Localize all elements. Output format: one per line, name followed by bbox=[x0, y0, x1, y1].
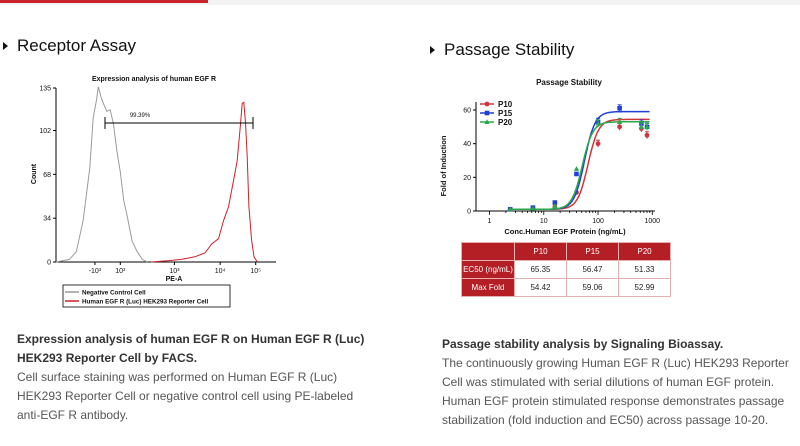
ps-legend-label: P10 bbox=[498, 100, 513, 109]
table-header-cell: P15 bbox=[566, 242, 619, 261]
ps-x-tick-label: 100 bbox=[592, 218, 604, 225]
passage-stats-table: P10 P15 P20 EC50 (ng/mL) 65.35 56.47 51.… bbox=[461, 242, 671, 297]
ps-x-tick-label: 1 bbox=[488, 218, 492, 225]
ps-legend-marker bbox=[484, 101, 490, 107]
ps-point-p20 bbox=[638, 124, 645, 129]
ps-y-tick-label: 0 bbox=[467, 209, 471, 216]
table-cell: 56.47 bbox=[566, 260, 619, 279]
table-header-cell bbox=[461, 242, 515, 261]
facs-y-tick-label: 34 bbox=[43, 216, 51, 223]
ps-legend-marker bbox=[484, 110, 490, 116]
ps-y-label: Fold of Induction bbox=[439, 135, 448, 196]
ps-point-p20 bbox=[552, 203, 558, 208]
table-header-cell: P10 bbox=[514, 242, 567, 261]
ps-point-p10 bbox=[617, 124, 623, 130]
facs-caption: Expression analysis of human EGF R on Hu… bbox=[17, 330, 377, 425]
facs-x-tick-label: 10³ bbox=[169, 268, 180, 275]
facs-caption-body: Cell surface staining was performed on H… bbox=[17, 370, 354, 422]
ps-point-p20 bbox=[530, 205, 536, 211]
facs-x-tick-label: -10³ bbox=[89, 268, 102, 275]
negative-control-curve bbox=[55, 86, 148, 263]
passage-caption: Passage stability analysis by Signaling … bbox=[442, 335, 792, 430]
ps-legend-marker bbox=[484, 119, 490, 124]
ps-point-p10 bbox=[644, 132, 650, 138]
ps-legend-label: P20 bbox=[498, 118, 513, 127]
ps-title: Passage Stability bbox=[536, 78, 602, 87]
row-label: Max Fold bbox=[461, 278, 515, 297]
ps-y-tick-label: 60 bbox=[463, 108, 471, 115]
ps-point-p15 bbox=[617, 106, 622, 111]
facs-x-tick-label: 10³ bbox=[115, 268, 126, 275]
facs-y-tick-label: 102 bbox=[39, 128, 51, 135]
gate-label: 99.39% bbox=[130, 113, 151, 119]
ps-point-p15 bbox=[552, 200, 558, 205]
table-cell: 52.99 bbox=[618, 278, 671, 297]
facs-title: Expression analysis of human EGF R bbox=[92, 76, 216, 83]
reporter-cell-curve bbox=[150, 101, 258, 263]
ps-x-tick-label: 1000 bbox=[644, 218, 660, 225]
ps-legend-label: P15 bbox=[498, 109, 513, 118]
top-bar bbox=[0, 0, 800, 5]
ps-point-p20 bbox=[573, 166, 580, 171]
ps-y-tick-label: 20 bbox=[463, 175, 471, 182]
facs-x-tick-label: 10⁵ bbox=[250, 268, 261, 275]
table-cell: 65.35 bbox=[514, 260, 567, 279]
table-header-cell: P20 bbox=[618, 242, 671, 261]
ps-x-tick-label: 10 bbox=[540, 218, 548, 225]
table-row: Max Fold 54.42 59.06 52.99 bbox=[461, 278, 671, 297]
receptor-assay-title-text: Receptor Assay bbox=[17, 36, 137, 55]
ps-point-p20 bbox=[644, 124, 650, 129]
legend-label-negative: Negative Control Cell bbox=[82, 290, 146, 297]
facs-y-label: Count bbox=[31, 163, 38, 184]
table-cell: 54.42 bbox=[514, 278, 567, 297]
facs-caption-heading: Expression analysis of human EGF R on Hu… bbox=[17, 332, 365, 365]
receptor-assay-title: Receptor Assay bbox=[3, 36, 136, 56]
facs-y-tick-label: 0 bbox=[47, 260, 51, 267]
bullet-icon bbox=[430, 46, 435, 54]
facs-x-label: PE-A bbox=[166, 276, 183, 283]
legend-label-reporter: Human EGF R (Luc) HEK293 Reporter Cell bbox=[82, 299, 209, 306]
facs-legend bbox=[62, 284, 231, 308]
ps-point-p10 bbox=[595, 141, 601, 147]
bullet-icon bbox=[3, 42, 8, 50]
ps-x-label: Conc.Human EGF Protein (ng/mL) bbox=[504, 227, 626, 236]
ps-fit-curve-p10 bbox=[508, 118, 650, 211]
passage-stability-title: Passage Stability bbox=[430, 40, 574, 60]
passage-caption-heading: Passage stability analysis by Signaling … bbox=[442, 337, 724, 351]
table-row: EC50 (ng/mL) 65.35 56.47 51.33 bbox=[461, 260, 671, 279]
ps-point-p20 bbox=[617, 118, 623, 124]
table-cell: 59.06 bbox=[566, 278, 619, 297]
row-label: EC50 (ng/mL) bbox=[461, 260, 515, 279]
passage-stability-title-text: Passage Stability bbox=[444, 40, 575, 59]
passage-caption-body: The continuously growing Human EGF R (Lu… bbox=[442, 356, 789, 427]
facs-histogram: Expression analysis of human EGF R Count… bbox=[31, 76, 276, 308]
table-cell: 51.33 bbox=[618, 260, 671, 279]
top-accent bbox=[0, 0, 208, 3]
ps-point-p20 bbox=[595, 120, 601, 126]
ps-point-p15 bbox=[574, 171, 579, 177]
facs-y-tick-label: 68 bbox=[43, 172, 51, 179]
ps-y-tick-label: 40 bbox=[463, 141, 471, 148]
passage-stability-chart: Passage Stability Fold of Induction Conc… bbox=[439, 78, 660, 236]
table-header-row: P10 P15 P20 bbox=[461, 242, 671, 261]
facs-y-tick-label: 135 bbox=[39, 86, 51, 93]
ps-point-p20 bbox=[507, 206, 513, 212]
facs-x-tick-label: 10⁴ bbox=[215, 268, 226, 275]
